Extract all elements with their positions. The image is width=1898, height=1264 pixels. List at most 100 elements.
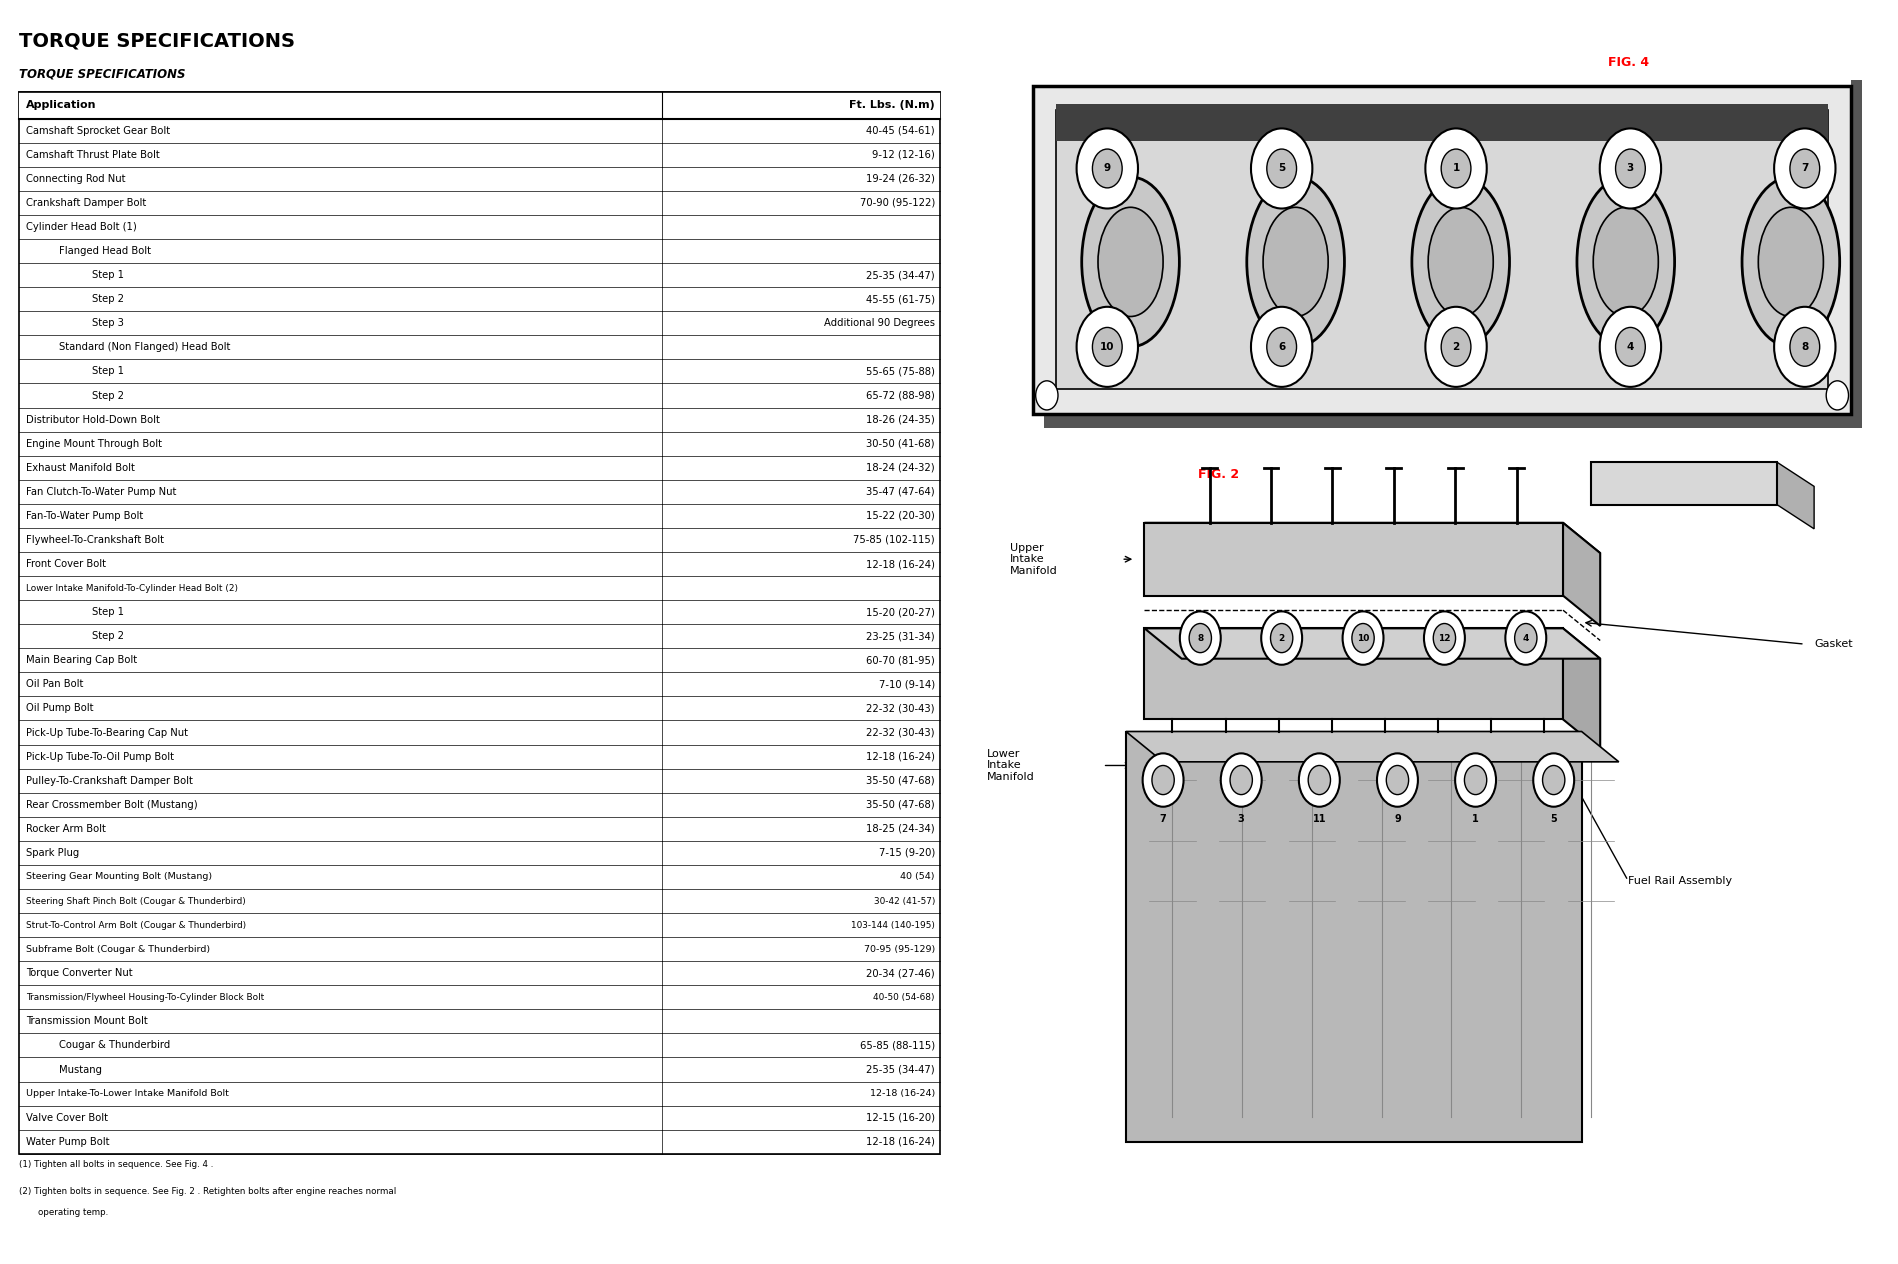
Text: 12-18 (16-24): 12-18 (16-24) (865, 1136, 936, 1146)
Polygon shape (1777, 463, 1814, 528)
Text: 12-18 (16-24): 12-18 (16-24) (869, 1090, 936, 1098)
Text: 25-35 (34-47): 25-35 (34-47) (865, 1064, 936, 1074)
Text: Application: Application (27, 100, 97, 110)
Polygon shape (1044, 80, 1862, 428)
Text: 9-12 (12-16): 9-12 (12-16) (873, 150, 936, 159)
Bar (1055, 104, 1828, 140)
Text: 35-50 (47-68): 35-50 (47-68) (865, 800, 936, 810)
Circle shape (1152, 766, 1175, 795)
Text: 9: 9 (1395, 814, 1401, 824)
Text: Pick-Up Tube-To-Bearing Cap Nut: Pick-Up Tube-To-Bearing Cap Nut (27, 728, 188, 737)
Circle shape (1424, 612, 1465, 665)
Text: 23-25 (31-34): 23-25 (31-34) (865, 631, 936, 641)
Text: TORQUE SPECIFICATIONS: TORQUE SPECIFICATIONS (19, 68, 186, 81)
Circle shape (1351, 623, 1374, 652)
Text: Engine Mount Through Bolt: Engine Mount Through Bolt (27, 439, 163, 449)
Text: Steering Shaft Pinch Bolt (Cougar & Thunderbird): Steering Shaft Pinch Bolt (Cougar & Thun… (27, 896, 247, 905)
Text: Gasket: Gasket (1814, 640, 1852, 650)
Circle shape (1298, 753, 1340, 806)
Circle shape (1076, 129, 1139, 209)
Circle shape (1505, 612, 1547, 665)
Text: 22-32 (30-43): 22-32 (30-43) (865, 728, 936, 737)
Polygon shape (1144, 628, 1564, 719)
Text: 2: 2 (1279, 633, 1285, 642)
Text: Pulley-To-Crankshaft Damper Bolt: Pulley-To-Crankshaft Damper Bolt (27, 776, 194, 786)
Text: 6: 6 (1277, 341, 1285, 351)
Text: 8: 8 (1198, 633, 1203, 642)
Text: Upper Intake-To-Lower Intake Manifold Bolt: Upper Intake-To-Lower Intake Manifold Bo… (27, 1090, 230, 1098)
Text: Step 1: Step 1 (93, 270, 123, 281)
Circle shape (1386, 766, 1408, 795)
Circle shape (1143, 753, 1184, 806)
Polygon shape (1126, 732, 1619, 762)
Circle shape (1615, 327, 1646, 367)
Circle shape (1441, 327, 1471, 367)
Text: Steering Gear Mounting Bolt (Mustang): Steering Gear Mounting Bolt (Mustang) (27, 872, 213, 881)
Circle shape (1534, 753, 1573, 806)
Ellipse shape (1758, 207, 1824, 316)
Circle shape (1600, 307, 1661, 387)
Text: (2) Tighten bolts in sequence. See Fig. 2 . Retighten bolts after engine reaches: (2) Tighten bolts in sequence. See Fig. … (19, 1187, 397, 1196)
Text: Flywheel-To-Crankshaft Bolt: Flywheel-To-Crankshaft Bolt (27, 535, 165, 545)
Circle shape (1790, 149, 1820, 188)
Ellipse shape (1247, 177, 1344, 346)
Text: 20-34 (27-46): 20-34 (27-46) (865, 968, 936, 978)
Text: FIG. 2: FIG. 2 (1198, 468, 1239, 482)
Text: 8: 8 (1801, 341, 1809, 351)
Text: (1) Tighten all bolts in sequence. See Fig. 4 .: (1) Tighten all bolts in sequence. See F… (19, 1160, 213, 1169)
Text: 35-47 (47-64): 35-47 (47-64) (865, 487, 936, 497)
Circle shape (1600, 129, 1661, 209)
Text: Step 2: Step 2 (93, 391, 123, 401)
Text: 12-15 (16-20): 12-15 (16-20) (865, 1112, 936, 1122)
Circle shape (1190, 623, 1211, 652)
Text: Cover: Cover (1668, 479, 1701, 489)
Text: Valve Cover Bolt: Valve Cover Bolt (27, 1112, 108, 1122)
Text: 4: 4 (1627, 341, 1634, 351)
Text: Connecting Rod Nut: Connecting Rod Nut (27, 174, 125, 183)
Circle shape (1093, 149, 1122, 188)
Circle shape (1266, 327, 1296, 367)
Text: 1: 1 (1452, 163, 1460, 173)
Text: 65-85 (88-115): 65-85 (88-115) (860, 1040, 936, 1050)
Circle shape (1230, 766, 1253, 795)
Text: Distributor Hold-Down Bolt: Distributor Hold-Down Bolt (27, 415, 159, 425)
Text: 19-24 (26-32): 19-24 (26-32) (865, 174, 936, 183)
Ellipse shape (1742, 177, 1839, 346)
Circle shape (1456, 753, 1496, 806)
Text: 5: 5 (1277, 163, 1285, 173)
Polygon shape (1591, 463, 1777, 504)
Text: Crankshaft Damper Bolt: Crankshaft Damper Bolt (27, 198, 146, 209)
Text: 12-18 (16-24): 12-18 (16-24) (865, 559, 936, 569)
Polygon shape (1144, 523, 1600, 554)
Text: 45-55 (61-75): 45-55 (61-75) (865, 295, 936, 305)
Polygon shape (1144, 628, 1600, 659)
Text: 65-72 (88-98): 65-72 (88-98) (865, 391, 936, 401)
Text: Water Pump Bolt: Water Pump Bolt (27, 1136, 110, 1146)
Circle shape (1425, 129, 1486, 209)
Text: 1: 1 (1473, 814, 1479, 824)
Text: Flanged Head Bolt: Flanged Head Bolt (59, 246, 152, 257)
Text: 22-32 (30-43): 22-32 (30-43) (865, 704, 936, 713)
Circle shape (1260, 612, 1302, 665)
Text: Front Cover Bolt: Front Cover Bolt (27, 559, 106, 569)
Text: 3: 3 (1237, 814, 1245, 824)
Circle shape (1342, 612, 1384, 665)
Text: 10: 10 (1101, 341, 1114, 351)
Circle shape (1270, 623, 1293, 652)
Text: Rear Crossmember Bolt (Mustang): Rear Crossmember Bolt (Mustang) (27, 800, 197, 810)
Text: Step 2: Step 2 (93, 295, 123, 305)
Circle shape (1465, 766, 1486, 795)
Bar (1055, 110, 1828, 389)
Text: Cougar & Thunderbird: Cougar & Thunderbird (59, 1040, 171, 1050)
Text: TORQUE SPECIFICATIONS: TORQUE SPECIFICATIONS (19, 32, 294, 51)
Polygon shape (1564, 628, 1600, 750)
Text: Rocker Arm Bolt: Rocker Arm Bolt (27, 824, 106, 834)
Text: operating temp.: operating temp. (38, 1208, 108, 1217)
Ellipse shape (1577, 177, 1674, 346)
Circle shape (1181, 612, 1220, 665)
Ellipse shape (1592, 207, 1659, 316)
Text: Spark Plug: Spark Plug (27, 848, 80, 858)
FancyBboxPatch shape (1033, 86, 1851, 413)
Text: 18-24 (24-32): 18-24 (24-32) (865, 463, 936, 473)
Text: 60-70 (81-95): 60-70 (81-95) (865, 655, 936, 665)
